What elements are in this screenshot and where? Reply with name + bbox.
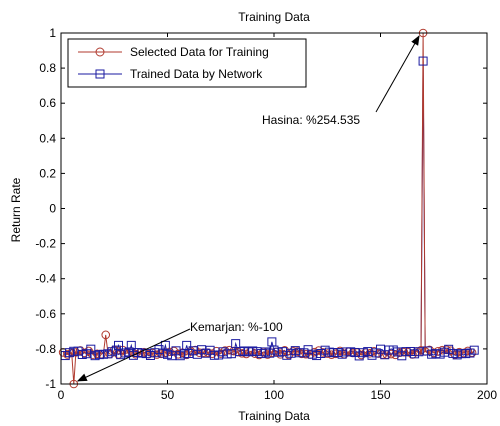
selected-data-point (88, 350, 98, 359)
selected-data-point (455, 347, 464, 357)
selected-data-point (242, 349, 251, 359)
x-axis-title: Training Data (238, 409, 310, 423)
legend-box (67, 38, 307, 88)
selected-data-point (250, 349, 260, 358)
y-tick-label: -1 (45, 377, 56, 391)
chart-title: Training Data (238, 10, 310, 24)
trained-data-point (226, 349, 236, 359)
y-tick-label: -0.6 (35, 307, 56, 321)
y-tick-label: -0.8 (35, 342, 56, 356)
selected-data-point (433, 347, 443, 356)
selected-data-point (365, 348, 375, 358)
x-tick-label: 150 (370, 388, 390, 402)
trained-data-point (418, 56, 428, 66)
trained-data-point (114, 340, 124, 350)
x-tick-label: 100 (264, 388, 284, 402)
selected-data-point (280, 346, 289, 355)
trained-data-point (414, 347, 424, 357)
annotation-hasina: Hasina: %254.535 (262, 113, 360, 127)
y-tick-label: -0.4 (35, 272, 56, 286)
series-line-trained (62, 61, 475, 357)
axes: 0 50 100 150 200 -1 -0.8 -0.6 -0.4 -0.2 0 0.2 0.4 0.6… (35, 26, 497, 402)
legend-square-marker (95, 69, 105, 79)
selected-data-point (63, 350, 72, 359)
selected-data-point (207, 349, 217, 358)
legend-label: Selected Data for Training (130, 45, 269, 59)
selected-data-point (395, 348, 404, 358)
selected-data-point (131, 349, 140, 359)
trained-data-point (160, 340, 170, 350)
selected-data-point (92, 349, 102, 359)
trained-data-point (469, 345, 479, 355)
y-axis-title: Return Rate (9, 177, 23, 242)
y-tick-label: 0.2 (39, 166, 56, 180)
selected-data-point (322, 349, 332, 358)
x-tick-label: 200 (477, 388, 497, 402)
selected-data-point (318, 348, 328, 357)
selected-data-point (237, 349, 247, 358)
series-markers (58, 28, 479, 389)
legend: Selected Data for Training Trained Data b… (67, 38, 307, 88)
selected-data-point (331, 349, 341, 359)
trained-data-point (126, 340, 136, 350)
selected-data-point (429, 348, 439, 358)
selected-data-point (327, 350, 336, 360)
y-tick-label: 1 (49, 26, 56, 40)
annotation-arrow-hasina (375, 35, 420, 113)
legend-circle-marker (95, 47, 105, 57)
y-tick-label: -0.2 (35, 237, 56, 251)
annotations: Hasina: %254.535 Kemarjan: %-100 (76, 35, 420, 382)
selected-data-point (463, 346, 473, 356)
selected-data-point (391, 350, 400, 360)
selected-data-point (101, 330, 111, 340)
selected-data-point (71, 348, 81, 357)
series-line-selected (63, 32, 475, 385)
legend-label: Trained Data by Network (130, 67, 263, 81)
y-tick-label: 0.6 (39, 96, 56, 110)
annotation-arrow-kemarjan (76, 328, 191, 382)
selected-data-point (310, 347, 319, 357)
y-tick-label: 0.4 (39, 131, 56, 145)
selected-data-point (152, 350, 162, 359)
x-tick-label: 50 (161, 388, 175, 402)
selected-data-point (293, 347, 302, 356)
selected-data-point (357, 350, 366, 360)
y-tick-label: 0 (49, 202, 56, 216)
y-tick-label: 0.8 (39, 61, 56, 75)
annotation-kemarjan: Kemarjan: %-100 (190, 320, 283, 334)
selected-data-point (216, 349, 226, 358)
selected-data-point (195, 348, 204, 358)
x-tick-label: 0 (58, 388, 65, 402)
